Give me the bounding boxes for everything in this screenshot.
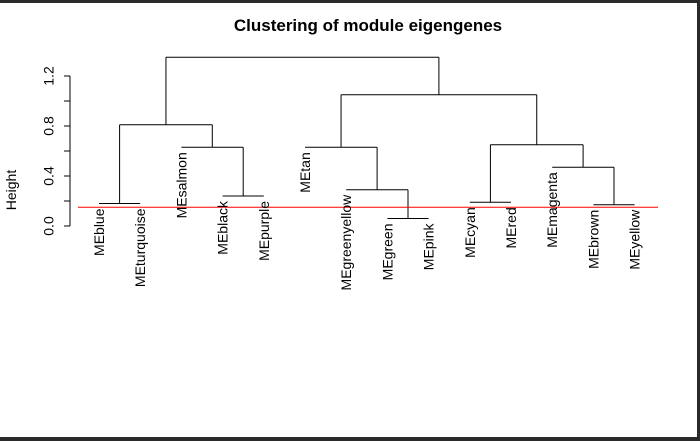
leaf-label: MEgreenyellow xyxy=(338,194,354,291)
y-tick-label: 0.8 xyxy=(41,116,57,136)
leaf-label: MEblack xyxy=(215,200,231,255)
leaf-label: MEred xyxy=(503,207,519,248)
leaf-label: MEyellow xyxy=(627,209,643,270)
leaf-label: MEpink xyxy=(421,223,437,271)
leaf-label: MEtan xyxy=(297,152,313,192)
leaf-label: MEpurple xyxy=(256,201,272,261)
chart-title: Clustering of module eigengenes xyxy=(234,16,502,35)
leaf-labels: MEblue MEturquoise MEsalmon MEblack MEpurple… xyxy=(91,152,643,290)
leaf-label: MEsalmon xyxy=(173,152,189,218)
leaf-label: MEblue xyxy=(91,208,107,256)
y-tick-label: 0.4 xyxy=(41,166,57,186)
y-axis: 0.0 0.4 0.8 1.2 xyxy=(41,66,71,236)
leaf-label: MEbrown xyxy=(585,210,601,269)
y-tick-label: 1.2 xyxy=(41,66,57,86)
leaf-label: MEgreen xyxy=(379,224,395,281)
leaf-label: MEmagenta xyxy=(544,172,560,248)
leaf-label: MEcyan xyxy=(462,207,478,258)
y-tick-label: 0.0 xyxy=(41,216,57,236)
window-edge-right xyxy=(697,0,700,441)
y-axis-label: Height xyxy=(3,170,19,211)
leaf-label: MEturquoise xyxy=(132,208,148,287)
dendrogram-tree xyxy=(99,56,635,219)
window-edge-top xyxy=(0,0,700,3)
window-edge-bottom xyxy=(0,437,700,441)
